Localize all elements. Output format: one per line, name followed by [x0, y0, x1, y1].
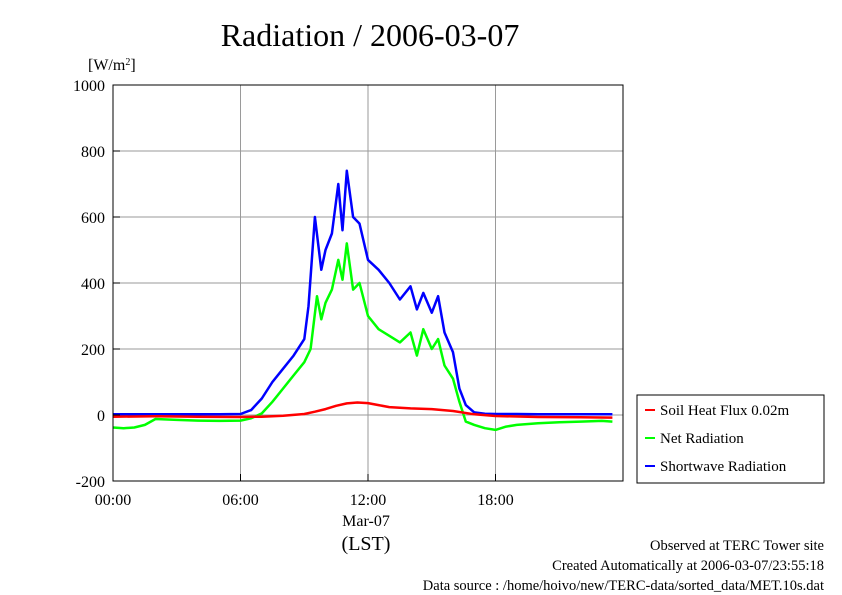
y-tick-label: -200	[76, 474, 105, 491]
date-label: Mar-07	[342, 513, 390, 530]
y-axis-unit: [W/m2]	[88, 57, 136, 75]
y-tick-label: 600	[81, 210, 105, 227]
y-tick-label: 200	[81, 342, 105, 359]
legend: Soil Heat Flux 0.02m Net Radiation Shortwa…	[636, 394, 825, 484]
x-axis: 00:00 06:00 12:00 18:00	[95, 474, 514, 509]
x-tick-label: 00:00	[95, 492, 131, 509]
legend-label: Soil Heat Flux 0.02m	[660, 403, 790, 419]
y-tick-label: 1000	[73, 78, 105, 95]
chart-title: Radiation / 2006-03-07	[221, 17, 520, 53]
created-note: Created Automatically at 2006-03-07/23:5…	[552, 558, 824, 574]
observed-note: Observed at TERC Tower site	[650, 538, 824, 554]
x-axis-label: (LST)	[342, 533, 391, 555]
series-layer	[112, 169, 613, 432]
y-tick-label: 800	[81, 144, 105, 161]
legend-label: Shortwave Radiation	[660, 459, 787, 475]
x-tick-label: 12:00	[350, 492, 386, 509]
series-line-0	[112, 401, 613, 419]
x-tick-label: 18:00	[477, 492, 513, 509]
x-tick-label: 06:00	[222, 492, 258, 509]
legend-label: Net Radiation	[660, 431, 744, 447]
y-axis: -200 0 200 400 600 800 1000	[73, 78, 120, 491]
data-source-note: Data source : /home/hoivo/new/TERC-data/…	[423, 578, 824, 594]
grid	[112, 84, 623, 482]
legend-box	[636, 394, 825, 484]
series-line-2	[113, 169, 613, 416]
y-tick-label: 400	[81, 276, 105, 293]
series-line-1	[112, 242, 613, 432]
y-tick-label: 0	[97, 408, 105, 425]
